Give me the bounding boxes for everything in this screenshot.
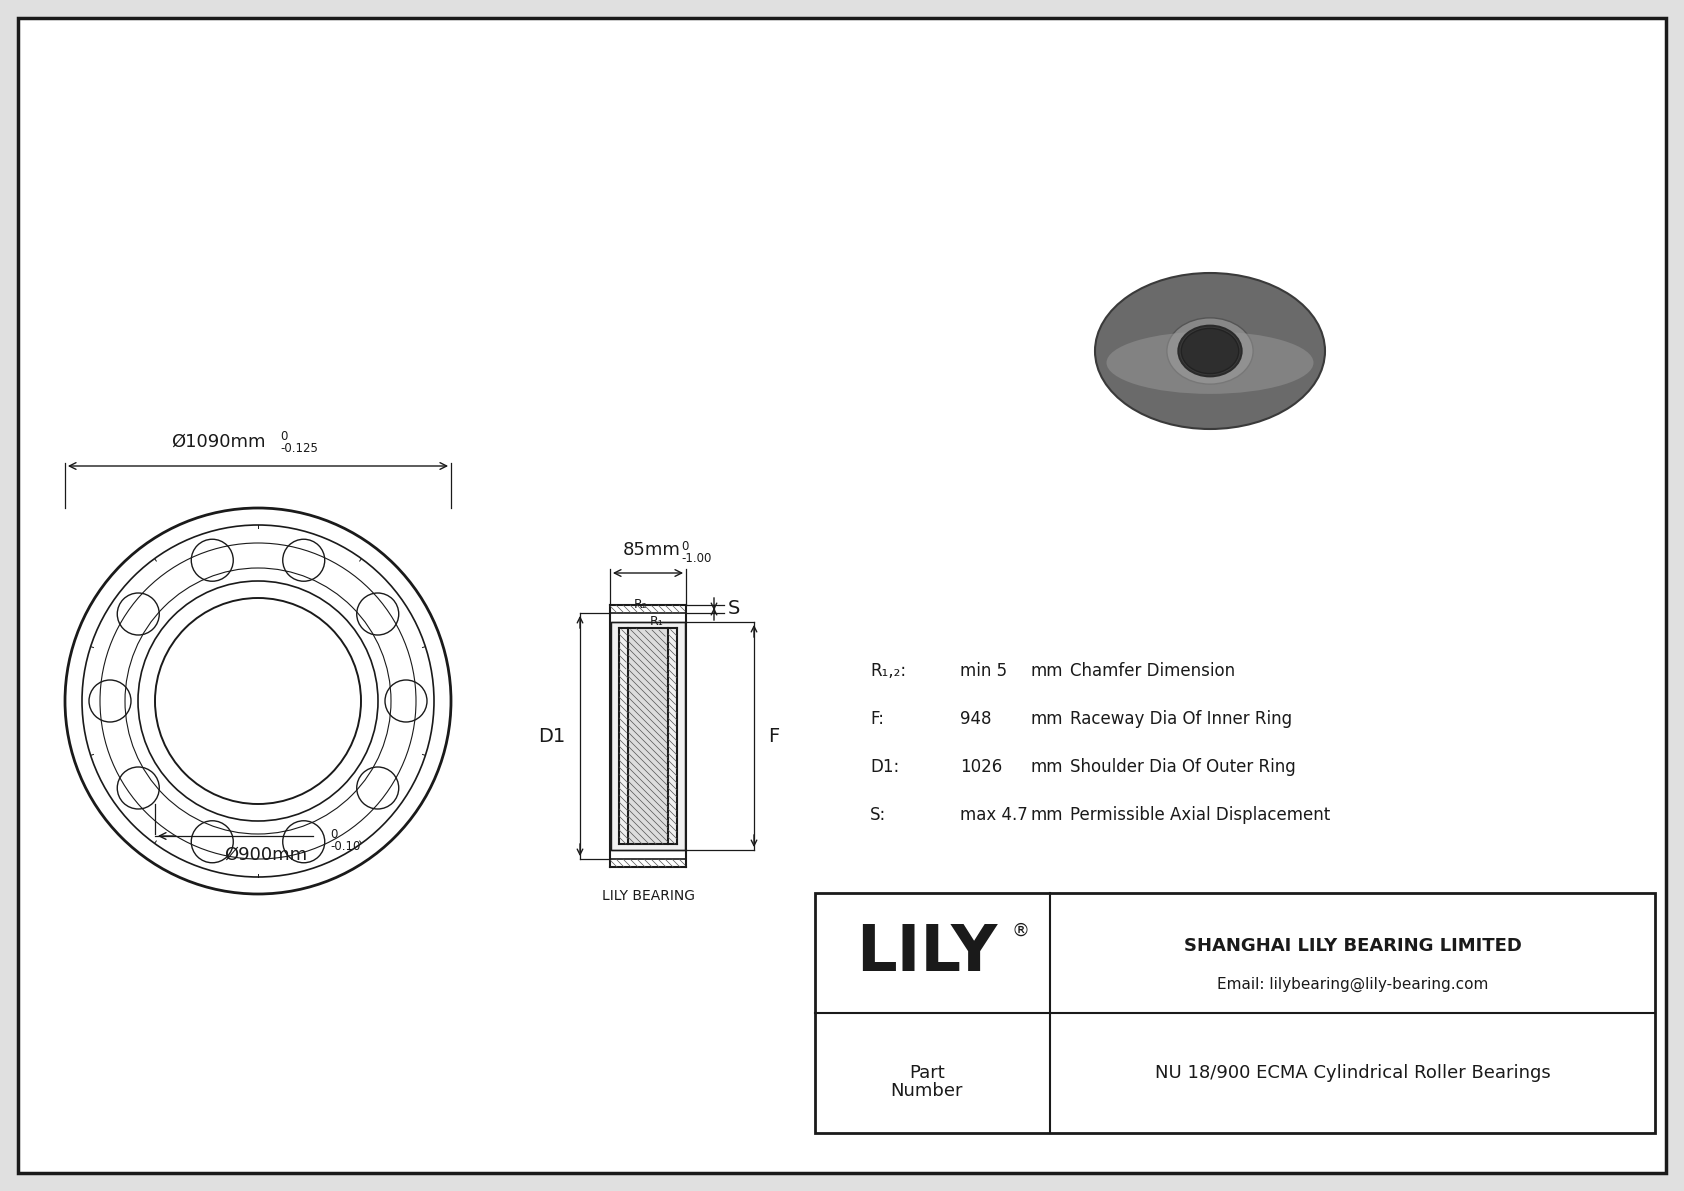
Text: Email: lilybearing@lily-bearing.com: Email: lilybearing@lily-bearing.com bbox=[1218, 977, 1489, 992]
Text: -0.125: -0.125 bbox=[280, 442, 318, 455]
Text: Chamfer Dimension: Chamfer Dimension bbox=[1069, 662, 1234, 680]
Text: Part: Part bbox=[909, 1064, 945, 1081]
Text: R₂: R₂ bbox=[633, 598, 648, 611]
Text: mm: mm bbox=[1031, 757, 1063, 777]
Text: mm: mm bbox=[1031, 806, 1063, 824]
Text: 1026: 1026 bbox=[960, 757, 1002, 777]
Ellipse shape bbox=[1179, 325, 1241, 376]
Text: D1:: D1: bbox=[871, 757, 899, 777]
Text: -0.10: -0.10 bbox=[330, 840, 360, 853]
Ellipse shape bbox=[1095, 273, 1325, 429]
Text: Ø1090mm: Ø1090mm bbox=[170, 434, 266, 451]
Text: 0: 0 bbox=[680, 540, 689, 553]
Text: R₁,₂:: R₁,₂: bbox=[871, 662, 906, 680]
Bar bbox=[611, 622, 685, 850]
Text: D1: D1 bbox=[539, 727, 566, 746]
Text: F:: F: bbox=[871, 710, 884, 728]
Ellipse shape bbox=[1167, 318, 1253, 385]
Text: 0: 0 bbox=[330, 828, 337, 841]
Ellipse shape bbox=[1180, 329, 1239, 374]
Text: Ø900mm: Ø900mm bbox=[224, 846, 308, 863]
Text: SHANGHAI LILY BEARING LIMITED: SHANGHAI LILY BEARING LIMITED bbox=[1184, 937, 1521, 955]
Text: mm: mm bbox=[1031, 710, 1063, 728]
Text: Permissible Axial Displacement: Permissible Axial Displacement bbox=[1069, 806, 1330, 824]
Text: NU 18/900 ECMA Cylindrical Roller Bearings: NU 18/900 ECMA Cylindrical Roller Bearin… bbox=[1155, 1064, 1551, 1081]
Text: S: S bbox=[727, 599, 741, 618]
Text: 948: 948 bbox=[960, 710, 992, 728]
Bar bbox=[628, 628, 669, 844]
Text: min 5: min 5 bbox=[960, 662, 1007, 680]
Text: LILY: LILY bbox=[857, 922, 997, 984]
Text: mm: mm bbox=[1031, 662, 1063, 680]
Text: S:: S: bbox=[871, 806, 886, 824]
Ellipse shape bbox=[1106, 331, 1314, 394]
Text: F: F bbox=[768, 727, 780, 746]
Text: Number: Number bbox=[891, 1081, 963, 1100]
Text: Raceway Dia Of Inner Ring: Raceway Dia Of Inner Ring bbox=[1069, 710, 1292, 728]
Text: max 4.7: max 4.7 bbox=[960, 806, 1027, 824]
Text: LILY BEARING: LILY BEARING bbox=[601, 888, 694, 903]
Text: ®: ® bbox=[1010, 922, 1029, 940]
Text: 0: 0 bbox=[280, 430, 288, 443]
Text: 85mm: 85mm bbox=[623, 541, 680, 559]
Text: -1.00: -1.00 bbox=[680, 551, 711, 565]
Bar bbox=[815, 893, 1655, 1133]
Text: Shoulder Dia Of Outer Ring: Shoulder Dia Of Outer Ring bbox=[1069, 757, 1295, 777]
Text: R₁: R₁ bbox=[650, 615, 663, 628]
